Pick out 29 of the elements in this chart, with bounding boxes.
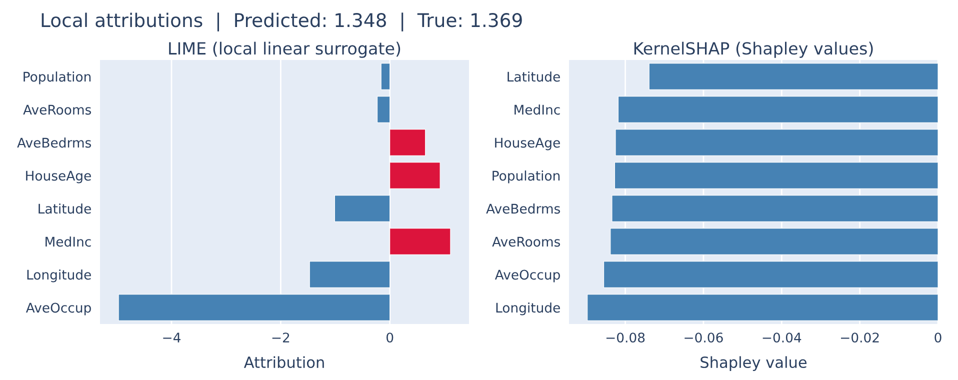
y-tick-label: Population: [492, 170, 560, 184]
y-tick-label: Latitude: [38, 203, 91, 214]
x-tick-label: −0.04: [762, 332, 802, 343]
y-tick-label: MedInc: [514, 104, 560, 115]
chart-subtitle: LIME (local linear surrogate): [169, 42, 400, 58]
chart-subtitle: KernelSHAP (Shapley values): [634, 42, 873, 58]
y-tick-label: Longitude: [27, 269, 91, 282]
y-tick-label: HouseAge: [495, 138, 560, 150]
y-tick-label: AveRooms: [23, 104, 92, 115]
chart-title: Local attributions | Predicted: 1.348 | True: 1.369: [42, 12, 522, 32]
y-tick-label: AveBedrms: [486, 203, 560, 214]
x-tick-label: −0.08: [606, 332, 645, 343]
x-tick-label: 0: [386, 332, 394, 343]
x-tick-label: −4: [163, 332, 180, 342]
x-tick-label: −0.02: [841, 332, 879, 343]
x-axis-title: Attribution: [244, 356, 324, 368]
y-tick-label: AveBedrms: [17, 137, 92, 148]
y-tick-label: Latitude: [508, 71, 560, 82]
x-tick-label: −2: [272, 332, 290, 342]
x-tick-label: −0.06: [684, 332, 723, 343]
y-tick-label: AveOccup: [494, 270, 560, 282]
y-tick-label: MedInc: [46, 236, 91, 247]
y-tick-label: Longitude: [496, 302, 560, 316]
y-tick-label: AveRooms: [492, 236, 560, 247]
x-tick-label: 0: [934, 332, 942, 343]
y-tick-label: HouseAge: [26, 170, 91, 184]
y-tick-label: Population: [24, 71, 91, 84]
y-tick-label: AveOccup: [26, 302, 91, 316]
x-axis-title: Shapley value: [700, 356, 807, 371]
